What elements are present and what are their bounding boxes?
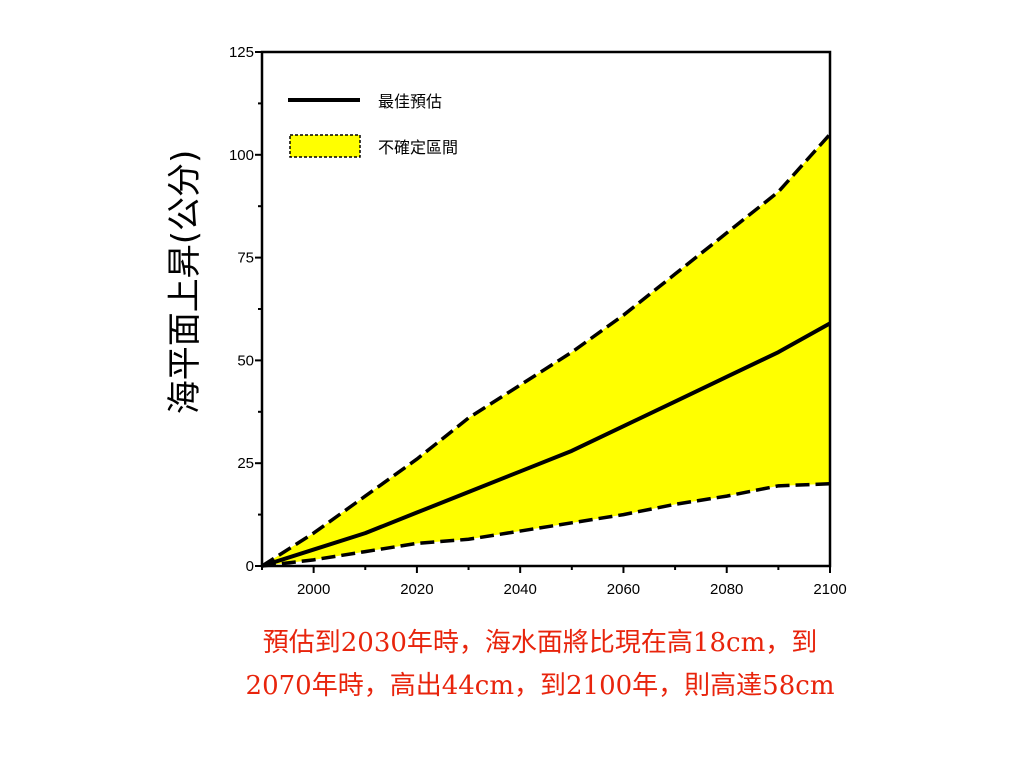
uncertainty-lower-bound <box>261 482 831 568</box>
x-axis: 2000 2020 2040 2060 2080 2100 <box>261 566 847 598</box>
caption: 預估到2030年時，海水面將比現在高18cm，到 2070年時，高出44cm，到… <box>140 622 940 708</box>
y-tick-label: 100 <box>229 147 254 164</box>
uncertainty-upper-bound <box>261 133 832 568</box>
y-axis: 0 25 50 75 100 125 <box>229 44 262 575</box>
best-estimate-line-layer <box>261 321 831 568</box>
x-tick-label: 2000 <box>297 581 330 598</box>
uncertainty-band-area <box>262 134 830 567</box>
caption-line-2: 2070年時，高出44cm，到2100年，則高達58cm <box>245 671 835 701</box>
y-axis-label: 海平面上昇(公分) <box>165 150 205 415</box>
y-tick-label: 0 <box>246 558 254 575</box>
sea-level-chart: 0 25 50 75 100 125 2000 2020 2040 2060 2080 2100 最… <box>165 44 847 598</box>
x-tick-label: 2040 <box>503 581 536 598</box>
legend-band-swatch <box>289 134 361 158</box>
y-tick-label: 25 <box>237 455 254 472</box>
x-tick-label: 2080 <box>710 581 743 598</box>
x-tick-label: 2060 <box>607 581 640 598</box>
y-tick-label: 50 <box>237 352 254 369</box>
legend-label-uncertainty: 不確定區間 <box>378 138 458 157</box>
y-tick-label: 75 <box>237 250 254 267</box>
uncertainty-band-layer <box>261 133 832 568</box>
x-tick-label: 2020 <box>400 581 433 598</box>
best-estimate-line <box>261 321 831 568</box>
legend-label-best-estimate: 最佳預估 <box>378 92 442 111</box>
y-tick-label: 125 <box>229 44 254 61</box>
x-tick-label: 2100 <box>813 581 846 598</box>
caption-line-1: 預估到2030年時，海水面將比現在高18cm，到 <box>262 628 818 658</box>
legend: 最佳預估 不確定區間 <box>288 92 458 158</box>
